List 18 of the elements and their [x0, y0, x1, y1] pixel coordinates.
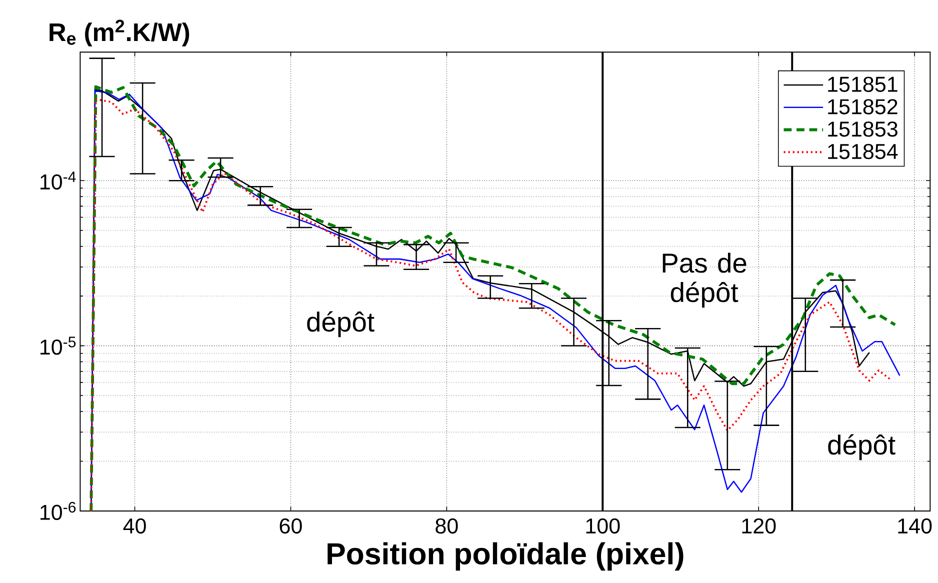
x-axis-title: Position poloïdale (pixel) [328, 542, 684, 571]
x-tick-label: 80 [436, 518, 458, 534]
x-tick-label: 120 [742, 518, 776, 534]
x-tick-label: 140 [898, 518, 932, 534]
x-tick-label: 100 [586, 518, 620, 534]
y-axis-title: R$_{e}$ (m$^{2}$.K/W) [50, 20, 190, 46]
y-tick-label: 10$^{-6}$ [40, 502, 76, 520]
x-tick-label: 40 [123, 518, 146, 534]
legend-label: 151854 [828, 144, 898, 160]
legend-label: 151853 [828, 122, 898, 137]
y-tick-label: 10$^{-5}$ [40, 336, 76, 355]
legend-label: 151851 [828, 76, 898, 92]
annotation: dépôt [307, 311, 374, 338]
x-tick-label: 60 [280, 518, 302, 534]
legend-label: 151852 [828, 99, 898, 115]
y-tick-label: 10$^{-4}$ [40, 172, 76, 190]
annotation: Pas de dépôt [662, 252, 746, 308]
annotation: dépôt [828, 434, 896, 460]
